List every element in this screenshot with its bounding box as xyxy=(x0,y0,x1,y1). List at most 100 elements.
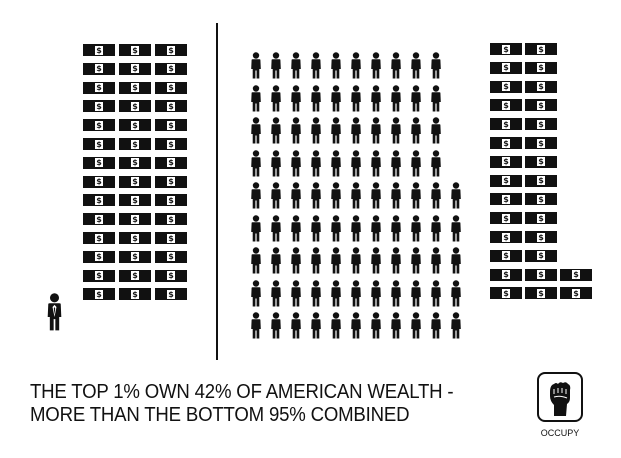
dollar-bill-icon: $ xyxy=(490,249,522,262)
dollar-bill-icon: $ xyxy=(83,156,115,169)
dollar-bill-icon: $ xyxy=(119,175,151,188)
dollar-sign: $ xyxy=(502,82,510,92)
dollar-bill-icon: $ xyxy=(525,193,557,206)
dollar-bill-icon: $ xyxy=(525,43,557,55)
person-icon xyxy=(410,214,422,242)
dollar-bill-icon: $ xyxy=(560,268,592,281)
dollar-sign: $ xyxy=(502,270,510,280)
dollar-bill-icon: $ xyxy=(83,81,115,94)
dollar-sign: $ xyxy=(502,44,510,54)
person-icon xyxy=(390,279,402,307)
dollar-bill-icon: $ xyxy=(119,62,151,75)
dollar-bill-icon: $ xyxy=(83,288,115,301)
person-icon xyxy=(250,182,262,209)
dollar-sign: $ xyxy=(131,45,139,55)
person-icon xyxy=(310,117,322,144)
person-icon xyxy=(390,312,402,339)
person-icon xyxy=(350,84,362,112)
person-icon xyxy=(270,117,282,144)
dollar-sign: $ xyxy=(502,213,510,223)
person-icon xyxy=(270,84,282,112)
person-icon xyxy=(250,312,262,339)
person-icon xyxy=(310,247,322,274)
person-icon xyxy=(350,247,362,274)
dollar-bill-icon: $ xyxy=(525,212,557,225)
dollar-sign: $ xyxy=(572,270,580,280)
dollar-bill-icon: $ xyxy=(525,99,557,112)
dollar-bill-icon: $ xyxy=(560,287,592,300)
dollar-sign: $ xyxy=(167,139,175,149)
occupy-logo-label: OCCUPY xyxy=(540,428,580,438)
dollar-bill-icon: $ xyxy=(490,137,522,149)
person-icon xyxy=(350,214,362,242)
dollar-sign: $ xyxy=(537,100,545,110)
dollar-bill-icon: $ xyxy=(155,81,187,94)
dollar-sign: $ xyxy=(167,45,175,55)
dollar-bill-icon: $ xyxy=(490,174,522,187)
person-icon xyxy=(250,149,262,177)
dollar-sign: $ xyxy=(167,120,175,130)
dollar-sign: $ xyxy=(537,270,545,280)
dollar-bill-icon: $ xyxy=(155,250,187,263)
person-icon xyxy=(310,279,322,307)
dollar-bill-icon: $ xyxy=(490,80,522,93)
dollar-bill-icon: $ xyxy=(119,100,151,113)
person-icon xyxy=(450,312,462,339)
person-icon xyxy=(350,182,362,209)
person-icon xyxy=(310,182,322,209)
dollar-bill-icon: $ xyxy=(525,118,557,131)
person-icon xyxy=(330,182,342,209)
dollar-sign: $ xyxy=(167,233,175,243)
person-icon xyxy=(410,279,422,307)
person-icon xyxy=(370,214,382,242)
dollar-bill-icon: $ xyxy=(525,155,557,168)
dollar-sign: $ xyxy=(95,271,103,281)
dollar-sign: $ xyxy=(131,158,139,168)
person-icon xyxy=(390,149,402,177)
dollar-bill-icon: $ xyxy=(155,138,187,150)
person-icon xyxy=(430,214,442,242)
person-icon xyxy=(390,247,402,274)
person-icon xyxy=(290,182,302,209)
person-icon xyxy=(390,84,402,112)
dollar-bill-icon: $ xyxy=(155,288,187,301)
businessman-icon xyxy=(46,290,63,334)
person-icon xyxy=(270,52,282,79)
headline-line-2: MORE THAN THE BOTTOM 95% COMBINED xyxy=(30,404,410,426)
person-icon xyxy=(290,279,302,307)
dollar-sign: $ xyxy=(95,214,103,224)
person-icon xyxy=(290,84,302,112)
dollar-sign: $ xyxy=(502,194,510,204)
dollar-sign: $ xyxy=(502,288,510,298)
dollar-sign: $ xyxy=(537,138,545,148)
person-icon xyxy=(370,312,382,339)
dollar-sign: $ xyxy=(167,101,175,111)
dollar-bill-icon: $ xyxy=(83,100,115,113)
dollar-bill-icon: $ xyxy=(490,118,522,131)
dollar-bill-icon: $ xyxy=(83,194,115,207)
person-icon xyxy=(410,312,422,339)
person-icon xyxy=(450,182,462,209)
person-icon xyxy=(310,52,322,79)
dollar-bill-icon: $ xyxy=(119,269,151,282)
dollar-bill-icon: $ xyxy=(155,156,187,169)
person-icon xyxy=(390,52,402,79)
dollar-sign: $ xyxy=(167,195,175,205)
person-icon xyxy=(350,52,362,79)
raised-fist-icon xyxy=(550,382,571,416)
dollar-sign: $ xyxy=(537,44,545,54)
person-icon xyxy=(430,182,442,209)
dollar-bill-icon: $ xyxy=(155,119,187,132)
divider-line xyxy=(216,23,218,360)
person-icon xyxy=(250,247,262,274)
dollar-sign: $ xyxy=(167,271,175,281)
dollar-bill-icon: $ xyxy=(83,119,115,132)
person-icon xyxy=(290,149,302,177)
person-icon xyxy=(330,247,342,274)
headline-line-1: THE TOP 1% OWN 42% OF AMERICAN WEALTH - xyxy=(30,381,454,403)
dollar-bill-icon: $ xyxy=(525,287,557,300)
dollar-sign: $ xyxy=(95,177,103,187)
person-icon xyxy=(410,52,422,79)
dollar-bill-icon: $ xyxy=(490,99,522,112)
